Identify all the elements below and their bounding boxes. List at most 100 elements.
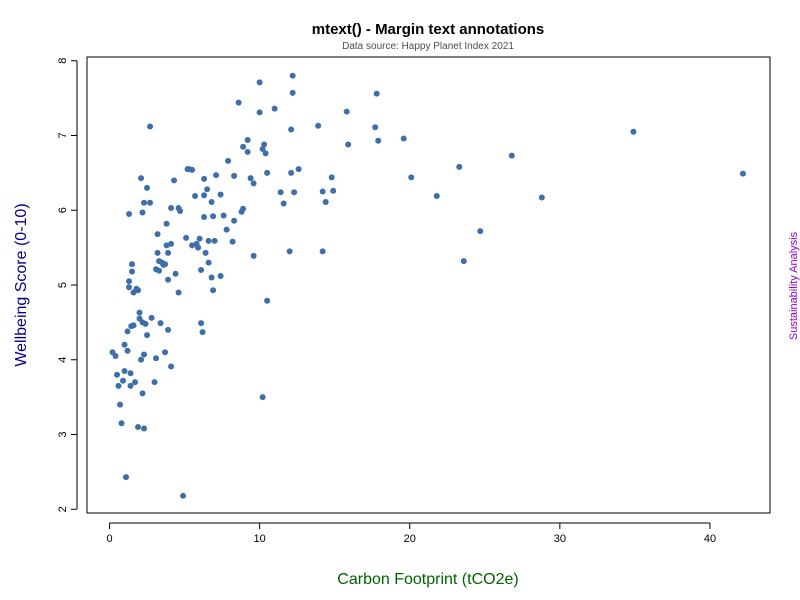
data-point: [127, 382, 134, 389]
x-tick-label: 10: [254, 533, 266, 545]
data-point: [163, 242, 170, 249]
data-point: [141, 425, 148, 432]
y-tick-label: 3: [57, 431, 69, 437]
data-point: [477, 228, 484, 235]
y-tick-label: 6: [57, 207, 69, 213]
plot-frame: [86, 56, 771, 514]
data-point: [114, 371, 121, 378]
x-tick-label: 0: [106, 533, 112, 545]
data-point: [240, 205, 247, 212]
x-tick-label: 40: [704, 533, 716, 545]
data-point: [121, 367, 128, 374]
data-point: [211, 237, 218, 244]
data-point: [148, 314, 155, 321]
data-point: [208, 199, 215, 206]
data-point: [322, 199, 329, 206]
data-point: [163, 220, 170, 227]
data-point: [213, 172, 220, 179]
data-point: [129, 261, 136, 268]
data-point: [153, 355, 160, 362]
data-point: [112, 353, 119, 360]
data-point: [154, 231, 161, 238]
data-point: [240, 143, 247, 150]
points-layer: [109, 72, 746, 499]
data-point: [135, 287, 142, 294]
data-point: [117, 401, 124, 408]
data-point: [162, 261, 169, 268]
right-margin-text: Sustainability Analysis: [788, 231, 800, 340]
data-point: [141, 351, 148, 358]
data-point: [231, 172, 238, 179]
data-point: [195, 244, 202, 251]
data-point: [198, 267, 205, 274]
data-point: [121, 341, 128, 348]
data-point: [250, 180, 257, 187]
data-point: [142, 320, 149, 327]
data-point: [217, 191, 224, 198]
data-point: [201, 175, 208, 182]
data-point: [180, 492, 187, 499]
data-point: [217, 273, 224, 280]
data-point: [739, 170, 746, 177]
x-tick-label: 20: [404, 533, 416, 545]
data-point: [129, 268, 136, 275]
data-point: [319, 188, 326, 195]
data-point: [231, 217, 238, 224]
data-point: [139, 209, 146, 216]
data-point: [138, 175, 145, 182]
data-point: [288, 169, 295, 176]
data-point: [135, 424, 142, 431]
data-point: [189, 242, 196, 249]
data-point: [289, 89, 296, 96]
data-point: [210, 287, 217, 294]
data-point: [183, 234, 190, 241]
data-point: [118, 420, 125, 427]
data-point: [115, 382, 122, 389]
chart-subtitle: Data source: Happy Planet Index 2021: [342, 41, 514, 52]
data-point: [295, 166, 302, 173]
data-point: [175, 289, 182, 296]
data-point: [256, 109, 263, 116]
data-point: [223, 226, 230, 233]
data-point: [165, 249, 172, 256]
data-point: [247, 175, 254, 182]
data-point: [130, 322, 137, 329]
data-point: [201, 213, 208, 220]
data-point: [330, 187, 337, 194]
data-point: [126, 284, 133, 291]
y-tick-label: 4: [57, 357, 69, 363]
data-point: [261, 141, 268, 148]
data-point: [372, 124, 379, 131]
data-point: [199, 329, 206, 336]
data-point: [229, 238, 236, 245]
data-point: [202, 249, 209, 256]
data-point: [315, 122, 322, 129]
data-point: [157, 320, 164, 327]
y-tick-label: 8: [57, 58, 69, 64]
data-point: [460, 258, 467, 265]
data-point: [139, 390, 146, 397]
data-point: [189, 166, 196, 173]
data-point: [172, 270, 179, 277]
data-point: [147, 123, 154, 130]
data-point: [271, 105, 278, 112]
data-point: [192, 193, 199, 200]
y-tick-label: 7: [57, 132, 69, 138]
data-point: [205, 237, 212, 244]
data-point: [291, 189, 298, 196]
data-point: [124, 347, 131, 354]
data-point: [196, 235, 203, 242]
y-axis-label: Wellbeing Score (0-10): [13, 203, 30, 366]
data-point: [168, 240, 175, 247]
data-point: [144, 332, 151, 339]
data-point: [132, 379, 139, 386]
data-point: [288, 126, 295, 133]
data-point: [225, 157, 232, 164]
data-point: [220, 212, 227, 219]
x-axis-label: Carbon Footprint (tCO2e): [337, 571, 518, 588]
data-point: [244, 148, 251, 155]
data-point: [205, 259, 212, 266]
data-point: [262, 150, 269, 157]
